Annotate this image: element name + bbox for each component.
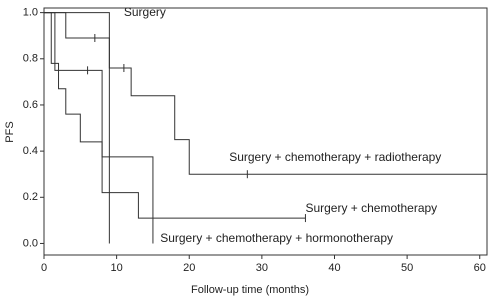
series-label: Surgery	[124, 5, 166, 19]
x-tick-label: 50	[401, 262, 413, 274]
x-tick-label: 10	[110, 262, 122, 274]
y-tick-label: 0.6	[23, 99, 38, 111]
x-tick-label: 60	[474, 262, 486, 274]
survival-curve	[44, 12, 306, 219]
x-tick-label: 20	[183, 262, 195, 274]
series-label: Surgery + chemotherapy	[305, 201, 437, 215]
y-tick-label: 0.4	[23, 145, 38, 157]
x-axis-label: Follow-up time (months)	[191, 284, 309, 296]
y-tick-label: 0.0	[23, 237, 38, 249]
y-tick-label: 0.8	[23, 53, 38, 65]
x-tick-label: 40	[328, 262, 340, 274]
y-tick-label: 1.0	[23, 7, 38, 19]
series-label: Surgery + chemotherapy + hormonotherapy	[160, 231, 393, 245]
survival-curve	[44, 12, 154, 244]
survival-curve	[44, 12, 110, 244]
x-tick-label: 0	[41, 262, 47, 274]
y-axis-label: PFS	[4, 121, 16, 142]
y-tick-label: 0.2	[23, 191, 38, 203]
x-tick-label: 30	[256, 262, 268, 274]
survival-curve	[44, 12, 487, 175]
series-label: Surgery + chemotherapy + radiotherapy	[229, 150, 441, 164]
plot-frame	[43, 7, 488, 256]
